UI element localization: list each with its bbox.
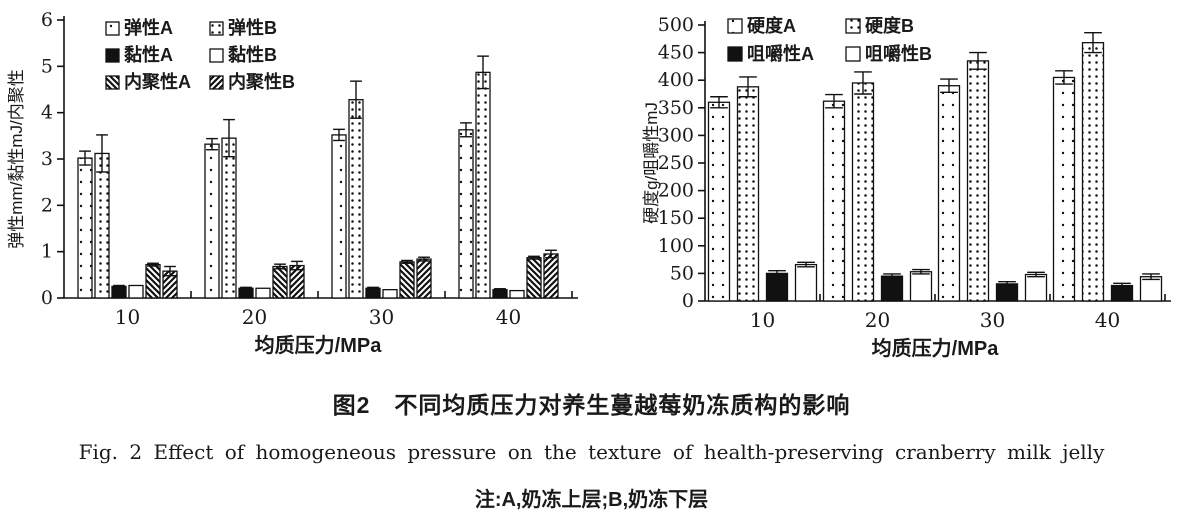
legend-label: 硬度B <box>865 15 914 36</box>
bar <box>937 85 961 302</box>
svg-text:250: 250 <box>658 152 694 174</box>
legend-marker <box>209 48 224 63</box>
error-bars <box>710 32 1160 289</box>
legend-label: 咀嚼性A <box>747 43 814 64</box>
bar <box>382 289 398 299</box>
legend-marker <box>105 75 120 90</box>
svg-text:0: 0 <box>682 290 694 312</box>
hardness-chart-right: 0 50 100 150 200 250 300 350 400 450 500 10 20 30 40 均质… <box>638 3 1178 393</box>
bar <box>1024 273 1048 302</box>
svg-text:4: 4 <box>41 102 53 124</box>
y-ticks: 0 1 2 3 4 5 6 <box>41 9 64 309</box>
legend: 弹性A 弹性B 黏性A 黏性B 内聚性A 内聚性B <box>105 17 295 92</box>
bars <box>707 42 1163 302</box>
legend-label: 黏性A <box>124 44 173 65</box>
bar <box>204 143 220 299</box>
svg-text:300: 300 <box>658 124 694 146</box>
x-category-label: 10 <box>115 305 140 329</box>
legend-marker <box>727 18 743 34</box>
legend-label: 弹性B <box>228 17 277 38</box>
bar <box>221 137 237 299</box>
svg-text:200: 200 <box>658 180 694 202</box>
x-category-label: 40 <box>496 305 521 329</box>
x-category-label: 20 <box>242 305 267 329</box>
legend-label: 内聚性A <box>124 71 191 92</box>
svg-text:50: 50 <box>670 262 694 284</box>
bar <box>331 134 347 299</box>
bar <box>707 101 731 302</box>
y-axis-label: 硬度g/咀嚼性mJ <box>642 102 661 224</box>
svg-text:2: 2 <box>41 194 53 216</box>
x-category-label: 30 <box>980 308 1005 332</box>
caption-chinese: 图2 不同均质压力对养生蔓越莓奶冻质构的影响 <box>332 392 851 418</box>
svg-text:450: 450 <box>658 42 694 64</box>
bar <box>77 157 93 299</box>
legend-marker <box>105 48 120 63</box>
bar <box>272 265 288 299</box>
svg-text:0: 0 <box>41 287 53 309</box>
legend-marker <box>105 21 120 36</box>
svg-text:6: 6 <box>41 9 53 31</box>
svg-text:400: 400 <box>658 69 694 91</box>
bar <box>1052 76 1076 302</box>
x-category-label: 30 <box>369 305 394 329</box>
bar <box>526 257 542 299</box>
legend-label: 硬度A <box>747 15 796 36</box>
bars <box>77 71 559 299</box>
y-axis-label: 弹性mm/黏性mJ/内聚性 <box>7 69 26 248</box>
bar <box>765 272 789 302</box>
bar <box>509 289 525 299</box>
bar <box>416 258 432 299</box>
bar <box>1081 42 1105 302</box>
x-axis-label: 均质压力/MPa <box>255 333 383 357</box>
bar <box>111 285 127 299</box>
texture-chart-left: 0 1 2 3 4 5 6 10 20 30 40 均质压力/MPa 弹性mm/黏性mJ/内聚性 弹性A 弹… <box>6 8 606 385</box>
bar <box>399 261 415 299</box>
svg-text:500: 500 <box>658 14 694 36</box>
bar <box>822 100 846 302</box>
legend-label: 弹性A <box>124 17 173 38</box>
x-category-label: 10 <box>750 308 775 332</box>
svg-text:3: 3 <box>41 148 53 170</box>
bar <box>348 99 364 299</box>
bar <box>543 253 559 299</box>
legend-marker <box>209 75 224 90</box>
bar <box>880 275 904 302</box>
bar <box>145 263 161 299</box>
bar <box>794 263 818 302</box>
legend-label: 黏性B <box>228 44 277 65</box>
legend-marker <box>845 46 861 62</box>
legend: 硬度A 硬度B 咀嚼性A 咀嚼性B <box>727 15 932 64</box>
bar <box>1139 276 1163 302</box>
bar <box>475 71 491 299</box>
legend-marker <box>845 18 861 34</box>
svg-text:1: 1 <box>41 241 53 263</box>
bar <box>851 82 875 302</box>
bar <box>128 284 144 299</box>
legend-label: 咀嚼性B <box>865 43 932 64</box>
bar <box>255 287 271 299</box>
y-ticks: 0 50 100 150 200 250 300 350 400 450 500 <box>658 14 705 312</box>
legend-marker <box>727 46 743 62</box>
x-category-label: 40 <box>1095 308 1120 332</box>
bar <box>909 271 933 302</box>
legend-label: 内聚性B <box>228 71 295 92</box>
x-category-label: 20 <box>865 308 890 332</box>
legend-marker <box>209 21 224 36</box>
error-bars <box>79 55 557 292</box>
bar <box>458 129 474 299</box>
bar <box>94 152 110 299</box>
svg-text:5: 5 <box>41 55 53 77</box>
svg-text:100: 100 <box>658 235 694 257</box>
svg-text:150: 150 <box>658 207 694 229</box>
x-axis-label: 均质压力/MPa <box>872 336 1000 360</box>
bar <box>966 60 990 302</box>
caption-note: 注:A,奶冻上层;B,奶冻下层 <box>474 489 709 511</box>
svg-text:350: 350 <box>658 97 694 119</box>
caption-english: Fig. 2 Effect of homogeneous pressure on… <box>78 440 1105 464</box>
bar <box>736 86 760 302</box>
bar-chart-svg: 0 50 100 150 200 250 300 350 400 450 500 10 20 30 40 均质… <box>642 14 1171 360</box>
